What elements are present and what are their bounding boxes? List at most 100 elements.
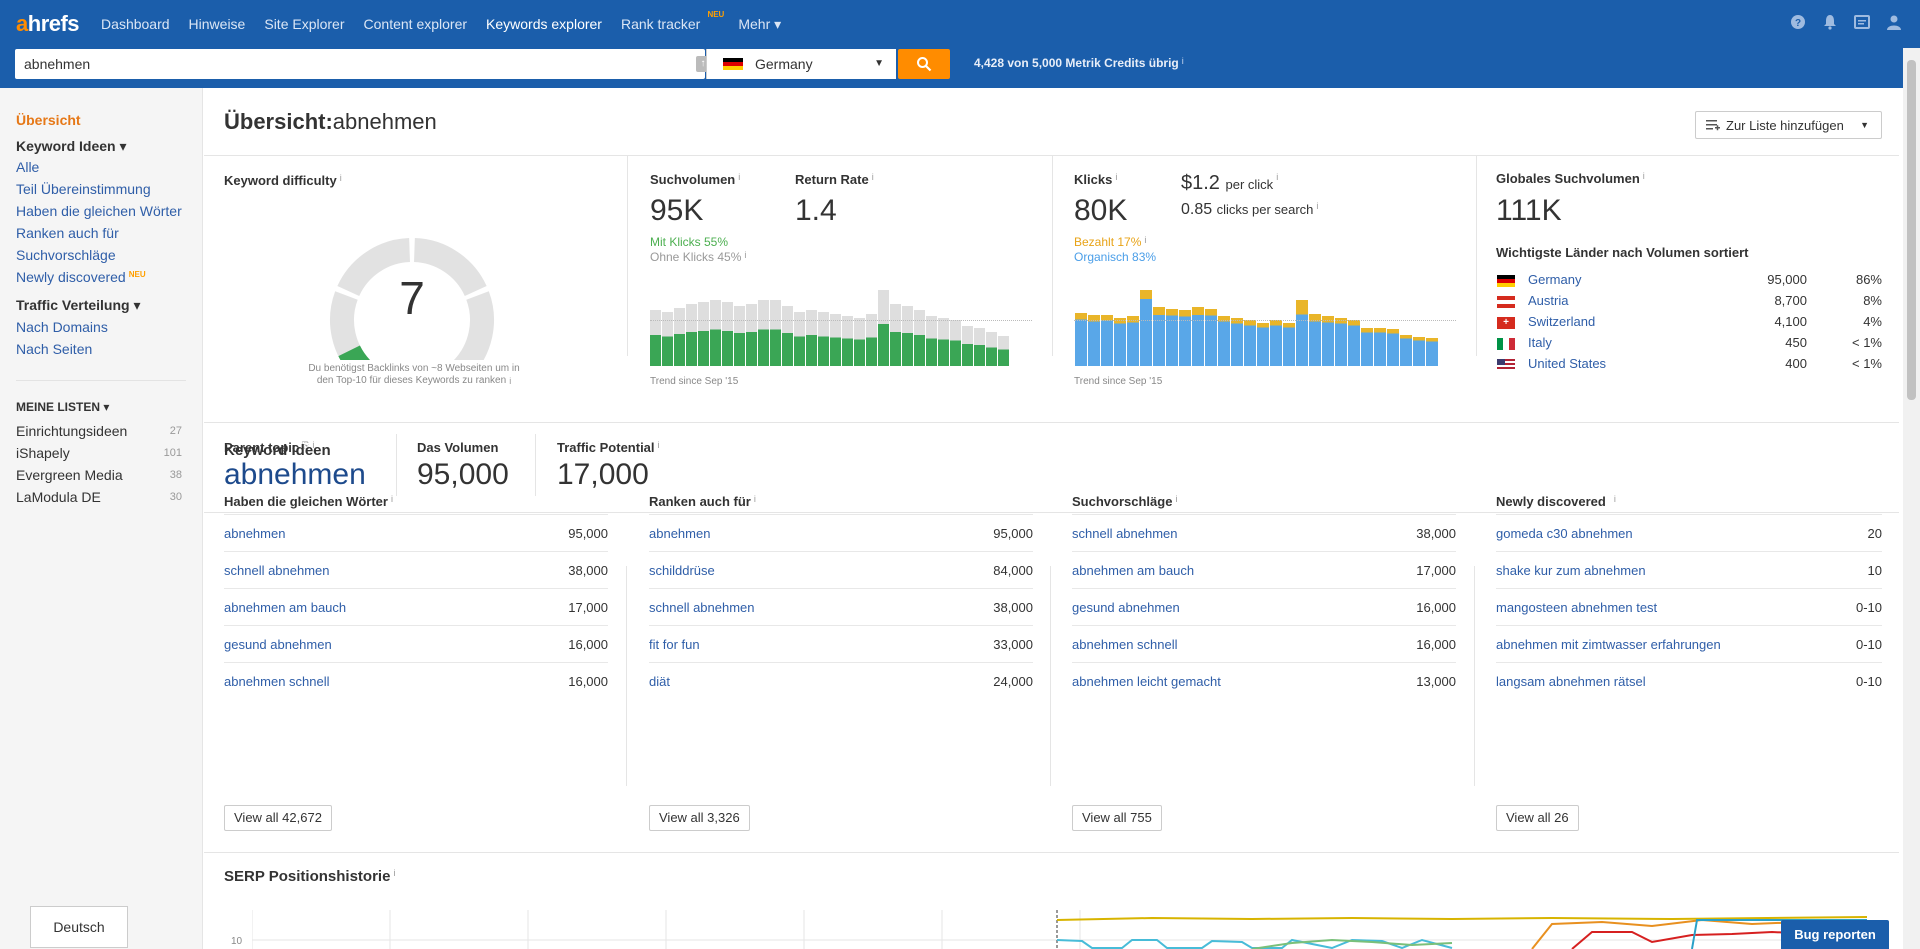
nav-hinweise[interactable]: Hinweise bbox=[188, 15, 246, 32]
keyword-link[interactable]: mangosteen abnehmen test bbox=[1496, 600, 1658, 615]
sidebar-item-suchvorschlaege[interactable]: Suchvorschläge bbox=[16, 247, 116, 263]
user-icon[interactable] bbox=[1886, 14, 1902, 30]
keyword-link[interactable]: schnell abnehmen bbox=[1072, 526, 1178, 541]
keyword-link[interactable]: fit for fun bbox=[649, 637, 700, 652]
info-icon[interactable]: i bbox=[657, 440, 660, 450]
sidebar-item-nach-seiten[interactable]: Nach Seiten bbox=[16, 341, 93, 357]
info-icon[interactable]: i bbox=[1181, 56, 1184, 66]
sidebar-item-alle[interactable]: Alle bbox=[16, 159, 40, 175]
keyword-link[interactable]: schilddrüse bbox=[649, 563, 715, 578]
info-icon[interactable]: i bbox=[339, 173, 342, 183]
divider bbox=[396, 434, 397, 496]
info-icon[interactable]: i bbox=[1276, 172, 1279, 182]
info-icon[interactable]: i bbox=[1642, 171, 1645, 181]
keyword-link[interactable]: gomeda c30 abnehmen bbox=[1496, 526, 1633, 541]
table-row: shake kur zum abnehmen 10 bbox=[1496, 551, 1882, 588]
kd-gauge-track bbox=[330, 238, 494, 360]
info-icon[interactable]: i bbox=[509, 376, 512, 386]
keyword-link[interactable]: abnehmen mit zimtwasser erfahrungen bbox=[1496, 637, 1721, 652]
scrollbar-thumb[interactable] bbox=[1907, 60, 1916, 400]
traffic-potential-label: Traffic Potential i bbox=[557, 440, 660, 455]
keyword-link[interactable]: abnehmen bbox=[649, 526, 711, 541]
keyword-link[interactable]: abnehmen schnell bbox=[1072, 637, 1178, 652]
sidebar-keyword-ideas-heading[interactable]: Keyword Ideen ▾ bbox=[16, 138, 127, 154]
sidebar-item-overview[interactable]: Übersicht bbox=[16, 112, 81, 128]
sidebar-list-item[interactable]: Einrichtungsideen 27 bbox=[16, 423, 182, 439]
sidebar-divider bbox=[16, 380, 186, 381]
country-row[interactable]: Italy 450 < 1% bbox=[1497, 334, 1882, 354]
keyword-link[interactable]: gesund abnehmen bbox=[224, 637, 332, 652]
info-icon[interactable]: i bbox=[1175, 494, 1178, 504]
help-icon[interactable]: ? bbox=[1790, 14, 1806, 30]
info-icon[interactable]: i bbox=[738, 172, 741, 182]
keyword-link[interactable]: abnehmen bbox=[224, 526, 286, 541]
without-clicks: Ohne Klicks 45% i bbox=[650, 250, 747, 264]
info-icon[interactable]: i bbox=[390, 494, 393, 504]
clicks-bar bbox=[1218, 316, 1230, 366]
country-row[interactable]: Germany 95,000 86% bbox=[1497, 271, 1882, 291]
ahrefs-logo[interactable]: ahrefs bbox=[16, 11, 80, 36]
info-icon[interactable]: i bbox=[1144, 235, 1147, 245]
messages-icon[interactable] bbox=[1854, 14, 1870, 30]
volume-bar bbox=[758, 300, 769, 366]
sidebar-list-item[interactable]: LaModula DE 30 bbox=[16, 489, 182, 505]
view-all-button[interactable]: View all 26 bbox=[1496, 805, 1579, 831]
sidebar-item-nach-domains[interactable]: Nach Domains bbox=[16, 319, 108, 335]
nav-site-explorer[interactable]: Site Explorer bbox=[264, 15, 345, 32]
sidebar-lists-heading[interactable]: MEINE LISTEN ▾ bbox=[16, 400, 110, 414]
country-row[interactable]: United States 400 < 1% bbox=[1497, 355, 1882, 375]
info-icon[interactable]: i bbox=[393, 868, 396, 878]
view-all-button[interactable]: View all 3,326 bbox=[649, 805, 750, 831]
view-all-button[interactable]: View all 755 bbox=[1072, 805, 1162, 831]
language-button[interactable]: Deutsch bbox=[30, 906, 128, 948]
serp-history-chart bbox=[252, 910, 1882, 949]
info-icon[interactable]: i bbox=[753, 494, 756, 504]
sidebar-item-gleiche-woerter[interactable]: Haben die gleichen Wörter bbox=[16, 203, 182, 219]
nav-rank-tracker[interactable]: Rank tracker NEU bbox=[620, 9, 725, 32]
parent-topic-link[interactable]: abnehmen bbox=[224, 458, 366, 491]
keyword-link[interactable]: abnehmen am bauch bbox=[224, 600, 347, 615]
info-icon[interactable]: i bbox=[312, 440, 315, 450]
info-icon[interactable]: i bbox=[744, 250, 747, 260]
volume-bar bbox=[926, 316, 937, 366]
keyword-link[interactable]: diät bbox=[649, 674, 670, 689]
scrollbar[interactable] bbox=[1903, 48, 1920, 949]
nav-dashboard[interactable]: Dashboard bbox=[101, 15, 170, 32]
sidebar-item-newly-discovered[interactable]: Newly discovered NEU bbox=[16, 269, 146, 285]
nav-mehr-dropdown[interactable]: Mehr ▾ bbox=[738, 15, 782, 32]
nav-keywords-explorer[interactable]: Keywords explorer bbox=[486, 15, 602, 32]
volume-bar bbox=[674, 308, 685, 366]
view-all-button[interactable]: View all 42,672 bbox=[224, 805, 332, 831]
keyword-link[interactable]: langsam abnehmen rätsel bbox=[1496, 674, 1646, 689]
clicks-value: 80K bbox=[1074, 194, 1128, 227]
bell-icon[interactable] bbox=[1822, 14, 1838, 30]
info-icon[interactable]: i bbox=[1613, 494, 1616, 504]
keyword-link[interactable]: schnell abnehmen bbox=[224, 563, 330, 578]
keyword-link[interactable]: abnehmen schnell bbox=[224, 674, 330, 689]
country-row[interactable]: + Switzerland 4,100 4% bbox=[1497, 313, 1882, 333]
search-button[interactable] bbox=[898, 49, 950, 79]
top-countries-label: Wichtigste Länder nach Volumen sortiert bbox=[1496, 245, 1749, 260]
country-row[interactable]: Austria 8,700 8% bbox=[1497, 292, 1882, 312]
keyword-link[interactable]: gesund abnehmen bbox=[1072, 600, 1180, 615]
nav-content-explorer[interactable]: Content explorer bbox=[363, 15, 468, 32]
bug-report-button[interactable]: Bug reporten bbox=[1781, 920, 1889, 949]
info-icon[interactable]: i bbox=[1115, 172, 1118, 182]
country-select[interactable]: Germany ▼ bbox=[706, 49, 896, 79]
with-clicks: Mit Klicks 55% bbox=[650, 235, 729, 249]
keyword-link[interactable]: abnehmen am bauch bbox=[1072, 563, 1195, 578]
link-icon[interactable]: ⎘ bbox=[302, 440, 310, 450]
keyword-link[interactable]: shake kur zum abnehmen bbox=[1496, 563, 1646, 578]
info-icon[interactable]: i bbox=[871, 172, 874, 182]
sidebar-item-ranken-auch-fuer[interactable]: Ranken auch für bbox=[16, 225, 119, 241]
info-icon[interactable]: i bbox=[1316, 201, 1319, 211]
add-to-list-button[interactable]: Zur Liste hinzufügen ▼ bbox=[1695, 111, 1882, 139]
sidebar-list-item[interactable]: Evergreen Media 38 bbox=[16, 467, 182, 483]
keyword-link[interactable]: abnehmen leicht gemacht bbox=[1072, 674, 1221, 689]
keyword-search-input[interactable] bbox=[15, 49, 665, 79]
sidebar-traffic-heading[interactable]: Traffic Verteilung ▾ bbox=[16, 297, 141, 313]
keyword-link[interactable]: schnell abnehmen bbox=[649, 600, 755, 615]
global-volume-label: Globales Suchvolumen i bbox=[1496, 171, 1645, 186]
sidebar-list-item[interactable]: iShapely 101 bbox=[16, 445, 182, 461]
sidebar-item-teil-uebereinstimmung[interactable]: Teil Übereinstimmung bbox=[16, 181, 151, 197]
